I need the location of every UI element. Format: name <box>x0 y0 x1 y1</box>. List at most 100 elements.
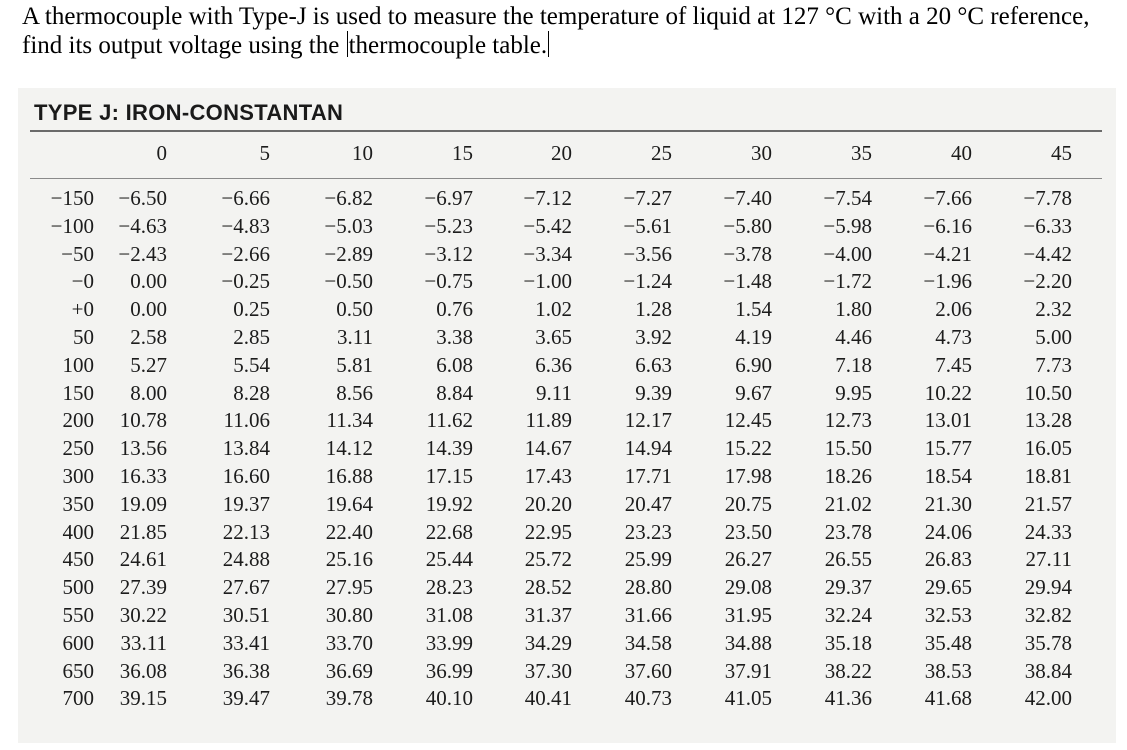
table-cell: −7.78 <box>1023 186 1072 210</box>
table-cell: 3.92 <box>635 325 672 349</box>
table-cell: 1.28 <box>635 297 672 321</box>
table-cell: 39.15 <box>119 686 167 710</box>
table-cell: 38.53 <box>924 659 972 683</box>
table-cell: 23.78 <box>824 520 872 544</box>
row-label: −50 <box>61 242 94 266</box>
table-header-rule <box>30 178 1102 179</box>
table-cell: 32.24 <box>824 603 872 627</box>
table-cell: 33.41 <box>222 631 270 655</box>
table-cell: 0.00 <box>130 269 167 293</box>
table-cell: 6.63 <box>635 353 672 377</box>
table-cell: −4.00 <box>823 242 872 266</box>
table-cell: 29.65 <box>924 575 972 599</box>
table-cell: 41.36 <box>824 686 872 710</box>
table-cell: 16.05 <box>1024 436 1072 460</box>
table-cell: 25.99 <box>624 547 672 571</box>
table-cell: 16.33 <box>119 464 167 488</box>
table-cell: 27.95 <box>325 575 373 599</box>
table-cell: 22.68 <box>425 520 473 544</box>
table-cell: 20.47 <box>624 492 672 516</box>
table-cell: 7.18 <box>835 353 872 377</box>
table-cell: 26.27 <box>724 547 772 571</box>
table-cell: 41.68 <box>924 686 972 710</box>
table-cell: 21.85 <box>119 520 167 544</box>
table-cell: 5.27 <box>130 353 167 377</box>
table-cell: 27.67 <box>222 575 270 599</box>
column-header: 20 <box>551 141 572 165</box>
table-cell: 37.60 <box>624 659 672 683</box>
table-cell: 13.28 <box>1024 408 1072 432</box>
table-cell: −4.63 <box>118 214 167 238</box>
table-cell: 21.02 <box>824 492 872 516</box>
table-title: TYPE J: IRON-CONSTANTAN <box>34 100 344 125</box>
table-cell: 4.46 <box>835 325 872 349</box>
row-label: 200 <box>62 408 95 432</box>
row-label: 450 <box>62 547 95 571</box>
table-cell: −7.40 <box>723 186 772 210</box>
table-cell: 29.08 <box>724 575 772 599</box>
table-cell: −1.72 <box>823 269 872 293</box>
table-cell: 33.99 <box>425 631 473 655</box>
table-cell: −1.96 <box>923 269 972 293</box>
table-cell: 18.54 <box>924 464 972 488</box>
table-cell: 29.37 <box>824 575 872 599</box>
table-cell: 8.00 <box>130 381 167 405</box>
table-cell: 12.17 <box>624 408 672 432</box>
row-label: 250 <box>62 436 95 460</box>
table-cell: 13.01 <box>924 408 972 432</box>
column-header: 25 <box>651 141 672 165</box>
table-cell: −1.00 <box>523 269 572 293</box>
table-cell: −0.25 <box>221 269 270 293</box>
table-cell: −3.56 <box>623 242 672 266</box>
table-cell: 22.40 <box>325 520 373 544</box>
table-cell: −5.61 <box>623 214 672 238</box>
table-cell: 6.36 <box>535 353 572 377</box>
table-cell: 22.95 <box>524 520 572 544</box>
table-cell: −4.83 <box>221 214 270 238</box>
table-cell: −5.98 <box>823 214 872 238</box>
table-cell: 19.09 <box>119 492 167 516</box>
table-cell: 35.48 <box>924 631 972 655</box>
table-cell: 18.26 <box>824 464 872 488</box>
table-cell: 40.73 <box>624 686 672 710</box>
table-cell: 10.50 <box>1024 381 1072 405</box>
table-cell: 31.95 <box>724 603 772 627</box>
table-cell: 11.06 <box>223 408 270 432</box>
table-cell: 3.11 <box>337 325 373 349</box>
table-cell: 6.90 <box>735 353 772 377</box>
table-cell: 16.60 <box>222 464 270 488</box>
table-cell: 4.19 <box>735 325 772 349</box>
table-cell: −2.20 <box>1023 269 1072 293</box>
table-cell: 8.84 <box>436 381 473 405</box>
table-cell: 31.37 <box>524 603 572 627</box>
question-text[interactable]: A thermocouple with Type-J is used to me… <box>22 2 1112 60</box>
table-cell: 5.81 <box>336 353 373 377</box>
table-cell: 24.61 <box>119 547 167 571</box>
table-cell: 21.30 <box>924 492 972 516</box>
table-cell: 2.58 <box>130 325 167 349</box>
table-cell: 2.06 <box>935 297 972 321</box>
table-cell: 19.92 <box>425 492 473 516</box>
table-cell: 8.28 <box>233 381 270 405</box>
row-label: −150 <box>50 186 94 210</box>
column-header: 5 <box>259 141 271 165</box>
table-cell: 12.73 <box>824 408 872 432</box>
table-cell: 27.39 <box>119 575 167 599</box>
table-cell: 23.50 <box>724 520 772 544</box>
table-cell: 21.57 <box>1024 492 1072 516</box>
table-cell: 23.23 <box>624 520 672 544</box>
table-cell: 0.00 <box>130 297 167 321</box>
table-cell: 15.77 <box>924 436 972 460</box>
table-cell: 16.88 <box>325 464 373 488</box>
table-cell: 8.56 <box>336 381 373 405</box>
table-cell: 34.29 <box>524 631 572 655</box>
table-cell: 7.45 <box>935 353 972 377</box>
table-cell: 20.20 <box>524 492 572 516</box>
question-text-part-1: A thermocouple with Type-J is used to me… <box>22 3 1090 59</box>
column-header: 40 <box>951 141 972 165</box>
table-cell: −6.82 <box>324 186 373 210</box>
table-cell: 28.23 <box>425 575 473 599</box>
table-cell: 40.10 <box>425 686 473 710</box>
table-top-rule <box>30 130 1102 132</box>
table-cell: 10.22 <box>924 381 972 405</box>
